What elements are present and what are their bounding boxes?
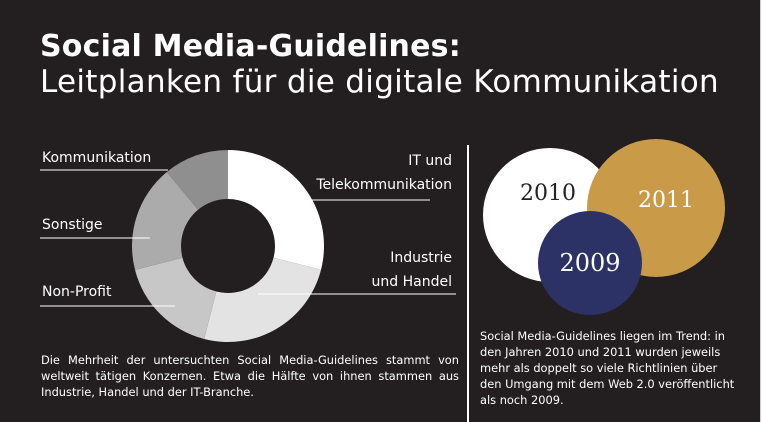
venn-label-2010: 2010 bbox=[520, 180, 576, 206]
donut-label-kommunikation: Kommunikation bbox=[42, 150, 151, 166]
venn-circle-2009: 2009 bbox=[538, 211, 642, 315]
donut-slice-kommunikation bbox=[166, 150, 228, 210]
donut-label-it-und-telekommunikation: IT und Telekommunikation bbox=[315, 153, 452, 193]
donut-label-industrie-und-handel: Industrie und Handel bbox=[372, 250, 452, 290]
venn-label-2011: 2011 bbox=[638, 187, 694, 213]
donut-slice-non-profit bbox=[135, 257, 217, 339]
donut-slice-industrie-und-handel bbox=[204, 257, 321, 342]
donut-slice-sonstige bbox=[132, 172, 199, 270]
donut-label-non-profit: Non-Profit bbox=[42, 284, 112, 300]
donut-chart: IT und Telekommunikation Industrie und Hand… bbox=[40, 150, 456, 342]
column-divider bbox=[467, 145, 469, 422]
page-subtitle: Leitplanken für die digitale Kommunikati… bbox=[40, 64, 720, 100]
venn-label-2009: 2009 bbox=[559, 249, 621, 277]
donut-label-sonstige: Sonstige bbox=[42, 217, 103, 233]
donut-caption: Die Mehrheit der untersuchten Social Med… bbox=[41, 353, 459, 399]
page-title: Social Media-Guidelines: bbox=[40, 29, 461, 64]
venn-caption: Social Media-Guidelines liegen im Trend:… bbox=[480, 329, 735, 407]
donut-slice-it-und-telekommunikation bbox=[228, 150, 324, 270]
